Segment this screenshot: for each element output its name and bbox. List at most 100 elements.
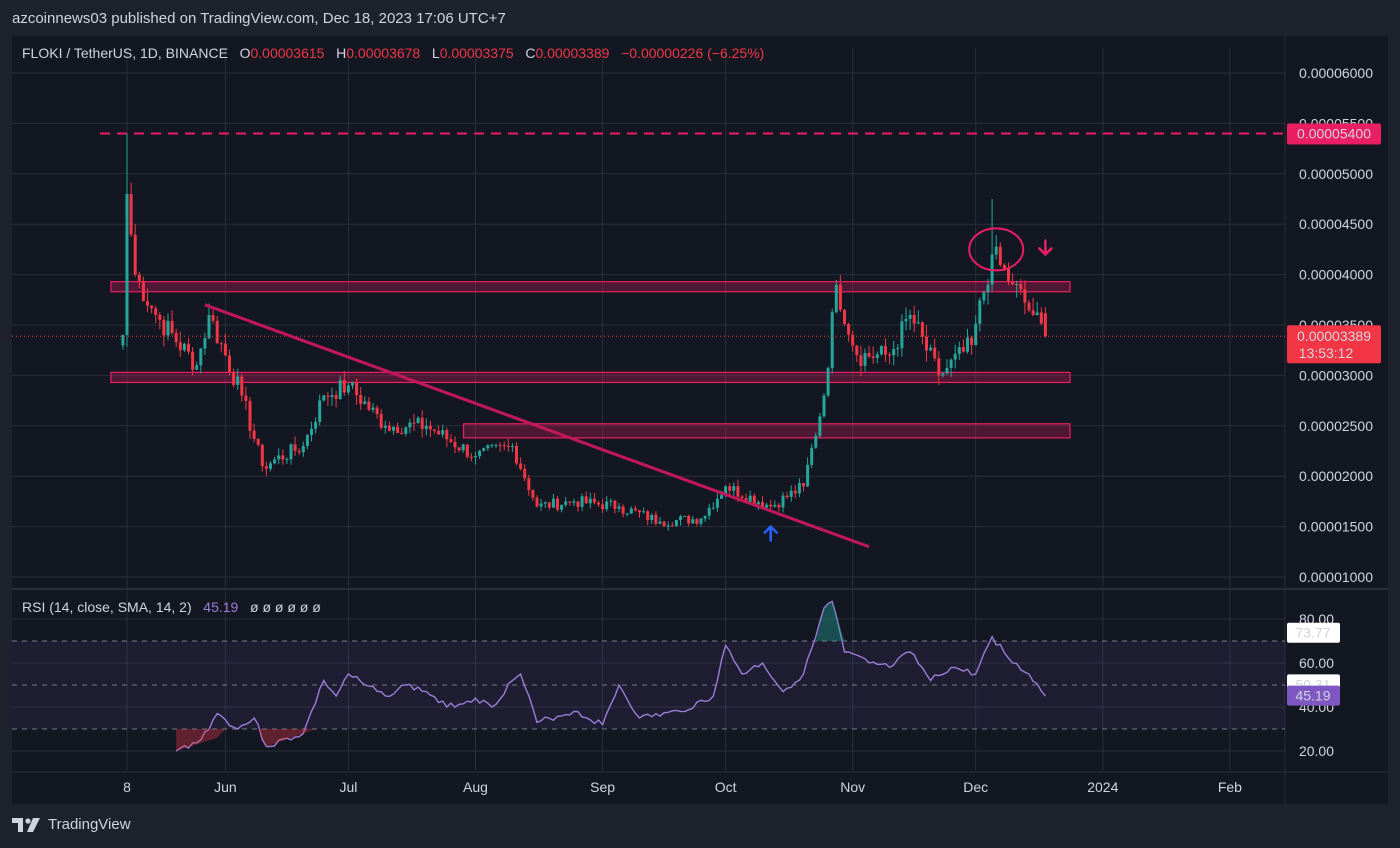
candle-body [203, 338, 207, 349]
up-arrow-icon [763, 524, 778, 542]
candle-body [236, 376, 240, 385]
candle-body [662, 521, 666, 527]
candle-body [658, 521, 662, 524]
candle-body [982, 292, 986, 301]
candle-body [510, 445, 514, 447]
candles [121, 133, 1047, 531]
candle-body [310, 428, 313, 436]
candle-body [843, 309, 846, 324]
candle-body [228, 355, 231, 373]
candle-body [1035, 312, 1039, 315]
candle-body [588, 498, 592, 504]
candle-body [892, 348, 896, 356]
candle-body [1027, 302, 1031, 311]
candle-body [802, 483, 805, 487]
candle-body [355, 382, 359, 396]
candle-body [281, 455, 285, 460]
candle-body [412, 422, 416, 424]
candle-body [908, 314, 912, 319]
rsi-oversold-fill [258, 729, 316, 747]
candle-body [506, 445, 510, 447]
candle-body [629, 508, 633, 514]
candle-body [256, 438, 260, 445]
candle-body [888, 354, 892, 356]
candle-body [240, 376, 244, 396]
candle-body [834, 284, 838, 313]
candle-body [994, 246, 998, 255]
candle-body [424, 425, 428, 429]
candle-body [945, 367, 949, 374]
candle-body [601, 504, 605, 510]
candle-body [781, 495, 785, 508]
candle-body [482, 448, 486, 451]
published-by-text: azcoinnews03 published on TradingView.co… [12, 10, 506, 27]
support-resistance-zone [462, 423, 1071, 439]
open-label: O [239, 45, 251, 61]
candle-body [863, 352, 867, 366]
candle-body [502, 445, 506, 447]
candle-body [957, 347, 961, 354]
rsi-axis-tick: 20.00 [1299, 743, 1334, 759]
resistance-price-badge [1287, 123, 1381, 145]
last-price-badge [1287, 325, 1381, 364]
candle-body [252, 430, 256, 439]
rsi-current-badge [1287, 685, 1340, 706]
candle-body [273, 459, 277, 464]
candle-body [535, 497, 539, 507]
candle-body [744, 497, 748, 502]
candle-body [195, 365, 199, 370]
rsi-label[interactable]: RSI (14, close, SMA, 14, 2) [22, 599, 192, 615]
candle-body [199, 348, 203, 366]
candle-body [904, 318, 908, 322]
candle-body [740, 496, 744, 498]
highlight-circle [968, 227, 1025, 272]
price-axis-tick: 0.00003000 [1299, 367, 1373, 383]
candle-body [966, 337, 969, 352]
candle-body [137, 274, 141, 281]
candle-body [699, 518, 703, 524]
tradingview-logo-icon [12, 817, 40, 832]
candle-body [519, 463, 523, 469]
candle-body [141, 280, 145, 302]
candle-body [285, 459, 289, 461]
candle-body [560, 504, 564, 510]
candle-body [674, 519, 678, 526]
symbol-label[interactable]: FLOKI / TetherUS, 1D, BINANCE [22, 45, 228, 61]
candle-body [937, 358, 941, 376]
candle-body [129, 193, 133, 235]
support-resistance-zone [110, 371, 1071, 384]
candle-body [613, 500, 617, 509]
candle-body [953, 353, 957, 360]
candle-body [490, 444, 494, 446]
rsi-upper-label: 73.77 [1295, 625, 1330, 641]
candle-body [867, 352, 871, 357]
chart-frame[interactable] [12, 36, 1388, 804]
candle-body [342, 380, 346, 393]
candle-body [765, 504, 769, 508]
candle-body [933, 347, 937, 359]
down-arrow-icon [1038, 239, 1053, 257]
candle-body [383, 425, 387, 428]
candle-body [531, 490, 535, 498]
candle-body [445, 430, 449, 440]
change-value: −0.00000226 (−6.25%) [621, 45, 765, 61]
candle-body [211, 314, 215, 321]
candle-body [318, 400, 322, 423]
candle-body [449, 439, 453, 442]
candle-body [609, 500, 613, 502]
candle-body [1007, 268, 1010, 282]
candle-body [223, 343, 227, 356]
candle-body [789, 490, 793, 497]
candle-body [871, 356, 875, 359]
candle-body [146, 301, 149, 306]
candle-body [178, 342, 182, 351]
candle-body [387, 425, 391, 431]
candle-body [433, 429, 436, 431]
candle-body [404, 427, 408, 434]
candle-body [474, 456, 477, 458]
candle-body [457, 447, 461, 451]
candle-body [469, 456, 473, 458]
candle-body [974, 323, 978, 346]
candle-body [334, 395, 338, 399]
